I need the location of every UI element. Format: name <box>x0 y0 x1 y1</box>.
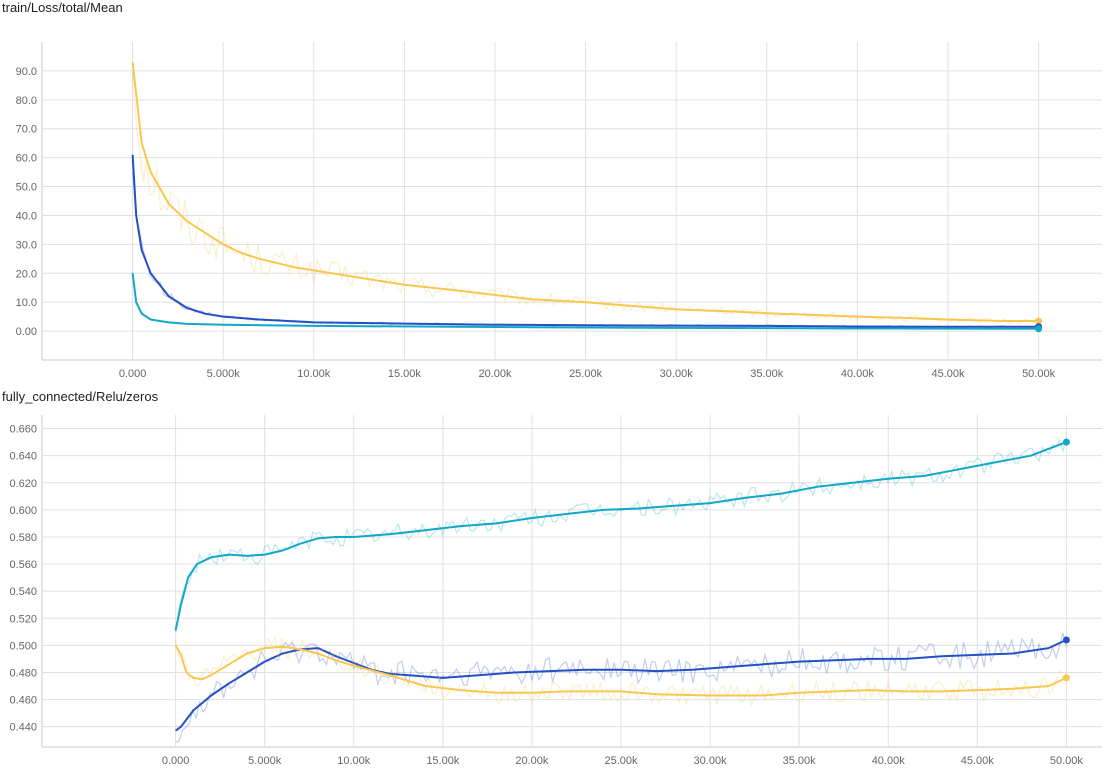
y-tick-label: 0.600 <box>9 505 37 517</box>
x-tick-label: 0.000 <box>119 368 147 380</box>
y-tick-label: 0.580 <box>9 532 37 544</box>
x-tick-label: 40.00k <box>872 755 906 767</box>
x-tick-label: 15.00k <box>426 755 460 767</box>
relu-zeros-chart: 0.000 5.000k 10.00k 15.00k 20.00k 25.00k 30.00… <box>9 415 1102 767</box>
y-tick-label: 0.540 <box>9 586 37 598</box>
y-tick-label: 0.460 <box>9 695 37 707</box>
series-smoothed-line-2 <box>131 273 1039 330</box>
y-tick-label: 90.0 <box>16 66 37 78</box>
y-tick-label: 0.640 <box>9 451 37 463</box>
y-tick-label: 30.0 <box>16 239 37 251</box>
y-tick-label: 0.500 <box>9 640 37 652</box>
x-tick-label: 35.00k <box>750 368 784 380</box>
x-tick-label: 15.00k <box>388 368 422 380</box>
y-tick-label: 0.00 <box>16 326 37 338</box>
y-tick-label: 20.0 <box>16 268 37 280</box>
chart-2-title: fully_connected/Relu/zeros <box>2 389 159 404</box>
series-smoothed-line-2 <box>174 644 1067 697</box>
series-end-point-2[interactable] <box>1062 674 1070 682</box>
x-tick-label: 35.00k <box>783 755 817 767</box>
series-raw-line-2 <box>175 637 1067 707</box>
x-tick-label: 25.00k <box>604 755 638 767</box>
x-tick-label: 25.00k <box>569 368 603 380</box>
x-tick-label: 40.00k <box>841 368 875 380</box>
y-tick-label: 0.620 <box>9 478 37 490</box>
x-tick-label: 20.00k <box>515 755 549 767</box>
x-tick-label: 5.000k <box>248 755 282 767</box>
x-tick-label: 10.00k <box>297 368 331 380</box>
y-tick-label: 0.660 <box>9 424 37 436</box>
y-tick-label: 0.440 <box>9 722 37 734</box>
x-tick-label: 45.00k <box>931 368 965 380</box>
x-tick-label: 50.00k <box>1022 368 1056 380</box>
x-tick-label: 45.00k <box>961 755 995 767</box>
y-tick-label: 0.520 <box>9 613 37 625</box>
y-tick-label: 40.0 <box>16 210 37 222</box>
y-tick-label: 80.0 <box>16 95 37 107</box>
series-smoothed-line-0 <box>174 441 1067 631</box>
x-tick-label: 30.00k <box>694 755 728 767</box>
series-smoothed-line-0 <box>131 62 1039 322</box>
x-tick-label: 0.000 <box>162 755 190 767</box>
x-tick-label: 10.00k <box>337 755 371 767</box>
y-tick-label: 0.560 <box>9 559 37 571</box>
y-tick-label: 60.0 <box>16 153 37 165</box>
x-tick-label: 30.00k <box>660 368 694 380</box>
y-tick-label: 10.0 <box>16 297 37 309</box>
series-raw-line-0 <box>175 437 1067 633</box>
loss-chart: 0.000 5.000k 10.00k 15.00k 20.00k 25.00k 30.00… <box>16 42 1102 380</box>
series-smoothed-line-1 <box>175 638 1067 732</box>
series-end-point-0[interactable] <box>1035 317 1043 325</box>
x-tick-label: 20.00k <box>478 368 512 380</box>
series-end-point-2[interactable] <box>1035 325 1043 333</box>
y-tick-label: 0.480 <box>9 667 37 679</box>
y-tick-label: 50.0 <box>16 182 37 194</box>
series-raw-line-1 <box>175 632 1067 743</box>
x-tick-label: 5.000k <box>207 368 241 380</box>
series-end-point-0[interactable] <box>1062 438 1070 446</box>
x-tick-label: 50.00k <box>1050 755 1084 767</box>
y-tick-label: 70.0 <box>16 124 37 136</box>
series-smoothed-line-1 <box>131 154 1039 328</box>
series-end-point-1[interactable] <box>1062 636 1070 644</box>
chart-1-title: train/Loss/total/Mean <box>2 0 123 15</box>
